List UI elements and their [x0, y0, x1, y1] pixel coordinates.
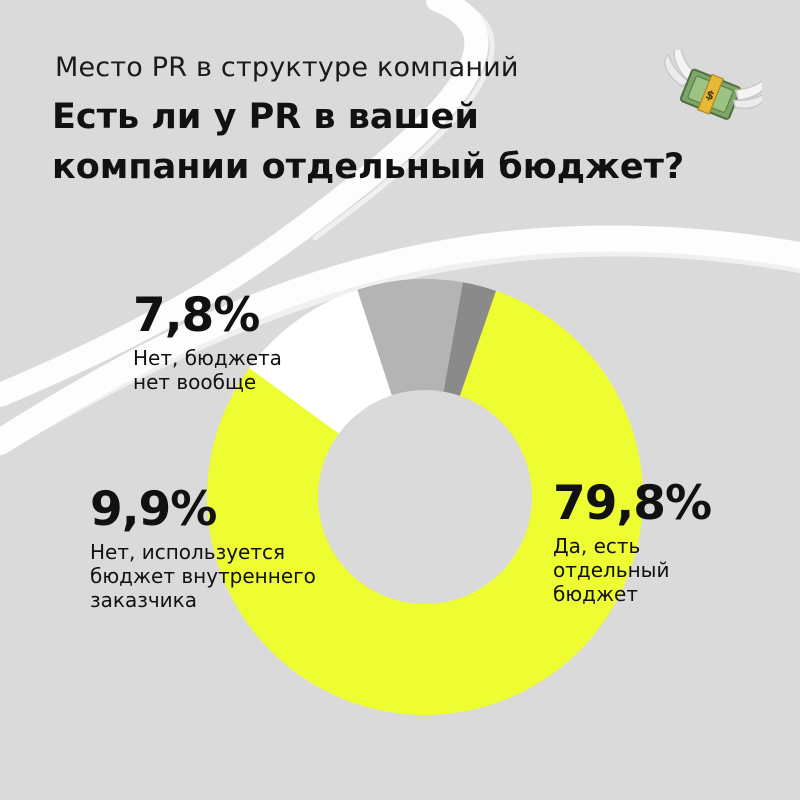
- caption-line: заказчика: [90, 588, 198, 612]
- slice-caption: Да, есть отдельный бюджет: [553, 534, 711, 606]
- data-label: 79,8%: [553, 476, 712, 531]
- money-with-wings-icon: $: [664, 50, 762, 120]
- title-line: Есть ли у PR в вашей: [52, 97, 479, 137]
- slice-caption: Нет, используется бюджет внутреннего зак…: [90, 540, 316, 612]
- title-line: компании отдельный бюджет?: [52, 147, 685, 187]
- caption-line: Нет, бюджета: [133, 346, 282, 370]
- callout-internal-budget: 9,9% Нет, используется бюджет внутреннег…: [90, 482, 316, 613]
- slice-yes: [206, 290, 643, 715]
- slice-caption: Нет, бюджета нет вообще: [133, 346, 282, 394]
- callout-yes-budget: 79,8% Да, есть отдельный бюджет: [553, 476, 712, 607]
- caption-line: Да, есть: [553, 534, 641, 558]
- slice-internal: [249, 289, 392, 434]
- callout-no-budget: 7,8% Нет, бюджета нет вообще: [133, 288, 282, 395]
- caption-line: бюджет внутреннего: [90, 564, 316, 588]
- data-label: 9,9%: [90, 482, 217, 537]
- caption-line: Нет, используется: [90, 540, 286, 564]
- caption-line: нет вообще: [133, 370, 257, 394]
- slice-other: [443, 282, 496, 396]
- caption-line: бюджет: [553, 582, 638, 606]
- subtitle: Место PR в структуре компаний: [55, 52, 519, 83]
- data-label: 7,8%: [133, 288, 260, 343]
- caption-line: отдельный: [553, 558, 670, 582]
- page-title: Есть ли у PR в вашей компании отдельный …: [52, 92, 692, 192]
- slice-no-budget: [357, 279, 463, 396]
